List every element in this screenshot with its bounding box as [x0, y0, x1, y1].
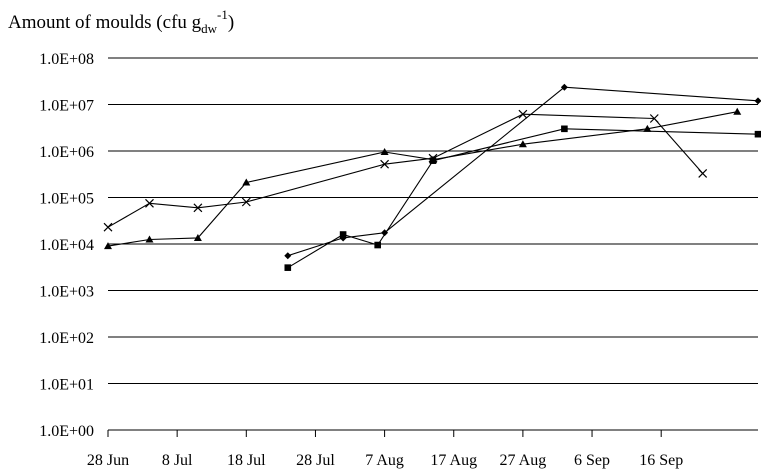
marker-x — [380, 159, 390, 169]
marker-x — [428, 153, 438, 163]
series-line-2 — [107, 111, 738, 247]
y-tick-label: 1.0E+07 — [39, 98, 94, 115]
y-tick-label: 1.0E+03 — [39, 284, 94, 301]
y-tick-label: 1.0E+01 — [39, 377, 94, 394]
marker-x — [698, 168, 708, 178]
marker-square — [754, 130, 761, 138]
marker-square — [339, 231, 347, 238]
marker-square — [374, 241, 381, 249]
y-tick-label: 1.0E+06 — [39, 144, 94, 161]
gridlines — [108, 57, 758, 431]
series-line-1 — [287, 128, 759, 269]
marker-diamond — [381, 229, 389, 237]
marker-x — [241, 197, 251, 207]
marker-square — [561, 125, 568, 133]
marker-x — [103, 222, 113, 232]
y-tick-labels: 1.0E+00 1.0E+01 1.0E+02 1.0E+03 1.0E+04 1.0E+… — [39, 51, 94, 440]
marker-square — [284, 264, 292, 271]
y-tick-label: 1.0E+05 — [39, 191, 94, 208]
x-tick-label: 7 Aug — [365, 452, 404, 469]
x-tick-label: 28 Jun — [87, 452, 129, 469]
marker-diamond — [284, 252, 292, 260]
marker-x — [193, 203, 203, 213]
marker-triangle — [193, 233, 202, 241]
marker-diamond — [560, 83, 568, 91]
marker-x — [145, 198, 154, 208]
marker-triangle — [518, 140, 527, 148]
x-tick-label: 27 Aug — [500, 452, 547, 469]
y-tick-label: 1.0E+00 — [39, 423, 94, 440]
x-tick-labels: 28 Jun 8 Jul 18 Jul 28 Jul 7 Aug 17 Aug 27 Aug… — [87, 452, 683, 469]
marker-triangle — [104, 242, 112, 250]
marker-x — [649, 114, 659, 123]
series-markers — [103, 83, 761, 271]
y-axis-label: Amount of moulds (cfu gdw-1) — [8, 7, 234, 36]
marker-triangle — [145, 235, 154, 243]
marker-diamond — [754, 97, 761, 105]
y-tick-label: 1.0E+02 — [39, 330, 94, 347]
x-tick-label: 28 Jul — [296, 452, 335, 469]
x-tick-label: 8 Jul — [162, 452, 193, 469]
marker-x — [518, 109, 528, 119]
y-tick-label: 1.0E+08 — [39, 51, 94, 68]
x-tick-label: 18 Jul — [227, 452, 266, 469]
series-lines — [107, 86, 759, 269]
x-tick-label: 6 Sep — [574, 452, 610, 469]
x-tick-label: 16 Sep — [639, 452, 683, 469]
series-line-3 — [107, 113, 704, 228]
marker-triangle — [380, 148, 389, 156]
marker-triangle — [733, 107, 742, 115]
x-axis — [107, 429, 758, 437]
marker-triangle — [242, 178, 251, 186]
x-tick-label: 17 Aug — [430, 452, 477, 469]
marker-triangle — [643, 124, 652, 132]
y-tick-label: 1.0E+04 — [39, 237, 94, 254]
